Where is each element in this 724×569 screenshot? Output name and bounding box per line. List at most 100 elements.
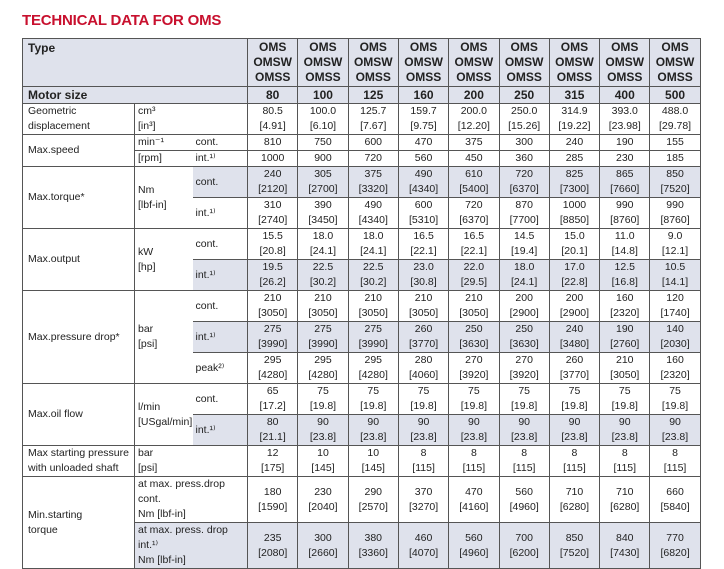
value-cell-line: [7660] bbox=[610, 183, 640, 195]
model-header-line: OMSW bbox=[404, 55, 443, 69]
value-cell: 160 [2320] bbox=[649, 352, 701, 384]
value-cell: 314.9 [19.22] bbox=[548, 103, 601, 135]
value-cell-line: [6280] bbox=[610, 500, 640, 513]
value-cell-line: 210 bbox=[465, 292, 483, 304]
unit-cell: at max. press.drop cont. Nm [lbf-in] bbox=[133, 476, 248, 523]
value-cell-line: [3270] bbox=[408, 500, 439, 513]
value-cell: 1000 bbox=[247, 150, 299, 167]
value-cell-line: [23.98] bbox=[608, 120, 641, 132]
value-cell-line: 22.5 bbox=[312, 261, 334, 273]
value-cell: 250 [3630] bbox=[448, 321, 500, 353]
value-cell: 180 [1590] bbox=[247, 476, 299, 523]
value-cell-line: [8760] bbox=[660, 214, 690, 226]
value-cell-line: 15.5 bbox=[262, 230, 283, 242]
value-cell-line: [19.8] bbox=[661, 400, 689, 412]
value-cell-line: [23.8] bbox=[460, 431, 487, 443]
value-cell: 600 bbox=[347, 134, 399, 151]
value-cell-line: 720 bbox=[465, 199, 483, 211]
value-cell: 560 [4960] bbox=[448, 522, 500, 569]
value-cell: 660 [5840] bbox=[649, 476, 701, 523]
value-cell: 90 [23.8] bbox=[397, 414, 450, 446]
value-cell: 1000 [8850] bbox=[548, 197, 601, 229]
value-cell-line: 16.5 bbox=[413, 230, 434, 242]
value-cell-line: 18.0 bbox=[513, 261, 535, 273]
value-cell: 125.7 [7.67] bbox=[347, 103, 399, 135]
value-cell: 460 [4070] bbox=[397, 522, 450, 569]
value-cell: 75 [19.8] bbox=[297, 383, 349, 415]
value-cell-line: [5400] bbox=[459, 183, 489, 195]
value-cell-line: 710 bbox=[565, 485, 584, 498]
row-label-line: Max starting pressure bbox=[28, 447, 129, 459]
value-cell: 990 [8760] bbox=[599, 197, 651, 229]
value-cell-line: [4060] bbox=[408, 369, 439, 381]
row-label: Max.pressure drop* bbox=[22, 290, 135, 384]
value-cell-line: 460 bbox=[414, 531, 433, 544]
value-cell: 290 [2570] bbox=[347, 476, 399, 523]
value-cell: 490 [4340] bbox=[347, 197, 399, 229]
value-cell-line: [5310] bbox=[408, 214, 439, 226]
value-cell: 770 [6820] bbox=[649, 522, 701, 569]
value-cell-line: 300 bbox=[314, 531, 332, 544]
value-cell-line: [7430] bbox=[610, 546, 640, 559]
model-header-line: OMSW bbox=[504, 55, 544, 69]
value-cell-line: 990 bbox=[615, 199, 634, 211]
value-cell-line: [175] bbox=[261, 462, 285, 474]
value-cell-line: [7520] bbox=[660, 183, 690, 195]
model-header-line: OMS bbox=[560, 40, 589, 54]
row-label-line: with unloaded shaft bbox=[28, 462, 119, 474]
value-cell: 270 [3920] bbox=[448, 352, 500, 384]
value-cell-line: [23.8] bbox=[661, 431, 689, 443]
value-cell: 210 [3050] bbox=[599, 352, 651, 384]
value-cell: 610 [5400] bbox=[448, 166, 500, 198]
value-cell-line: 75 bbox=[518, 385, 530, 397]
value-cell-line: [29.5] bbox=[460, 276, 487, 288]
value-cell-line: [115] bbox=[412, 462, 435, 474]
value-cell: 90 [23.8] bbox=[297, 414, 349, 446]
condition-cell: int.¹⁾ bbox=[192, 197, 249, 229]
value-cell-line: [3990] bbox=[358, 338, 388, 350]
value-cell-line: [1590] bbox=[258, 500, 288, 513]
value-cell-line: [19.8] bbox=[410, 400, 437, 412]
value-cell: 8 [115] bbox=[448, 445, 500, 477]
value-cell-line: [6200] bbox=[509, 546, 539, 559]
value-cell: 75 [19.8] bbox=[347, 383, 399, 415]
page-title: TECHNICAL DATA FOR OMS bbox=[22, 12, 222, 29]
value-cell-line: 700 bbox=[515, 531, 533, 544]
value-cell-line: 14.5 bbox=[513, 230, 535, 242]
table-row: Type OMS OMSW OMSS OMS OMSW OMSS OMS OMSW OMSS OMS… bbox=[21, 38, 701, 87]
value-cell-line: 260 bbox=[565, 354, 584, 366]
value-cell: 393.0 [23.98] bbox=[599, 103, 651, 135]
value-cell: 90 [23.8] bbox=[498, 414, 550, 446]
value-cell-line: [14.1] bbox=[661, 276, 689, 288]
value-cell: 260 [3770] bbox=[548, 352, 601, 384]
model-header: OMS OMSW OMSS bbox=[347, 38, 399, 87]
value-cell-line: 305 bbox=[314, 168, 332, 180]
value-cell-line: 210 bbox=[263, 292, 282, 304]
value-cell-line: [2040] bbox=[308, 500, 338, 513]
value-cell-line: [4960] bbox=[459, 546, 489, 559]
value-cell: 750 bbox=[297, 134, 349, 151]
value-cell: 870 [7700] bbox=[498, 197, 550, 229]
row-label: Min.starting torque bbox=[22, 476, 135, 569]
value-cell: 810 bbox=[247, 134, 299, 151]
model-header-line: OMSS bbox=[607, 70, 643, 84]
value-cell-line: [26.2] bbox=[259, 276, 286, 288]
value-cell-line: [24.1] bbox=[309, 245, 337, 257]
value-cell-line: [3050] bbox=[408, 307, 439, 319]
value-cell-line: 840 bbox=[615, 531, 634, 544]
value-cell-line: 250 bbox=[465, 323, 483, 335]
value-cell-line: [19.4] bbox=[511, 245, 538, 257]
value-cell-line: 390 bbox=[314, 199, 332, 211]
value-cell-line: 865 bbox=[615, 168, 634, 180]
value-cell-line: 250 bbox=[515, 323, 533, 335]
unit-cell-line: kW bbox=[138, 245, 154, 258]
value-cell-line: 180 bbox=[263, 485, 282, 498]
value-cell-line: 200.0 bbox=[460, 105, 487, 117]
value-cell-line: [145] bbox=[361, 462, 385, 474]
value-cell: 200.0 [12.20] bbox=[448, 103, 500, 135]
value-cell-line: [6.10] bbox=[309, 120, 337, 132]
value-cell: 9.0 [12.1] bbox=[649, 228, 701, 260]
value-cell: 375 [3320] bbox=[347, 166, 399, 198]
value-cell-line: 23.0 bbox=[413, 261, 434, 273]
value-cell-line: [115] bbox=[563, 462, 586, 474]
